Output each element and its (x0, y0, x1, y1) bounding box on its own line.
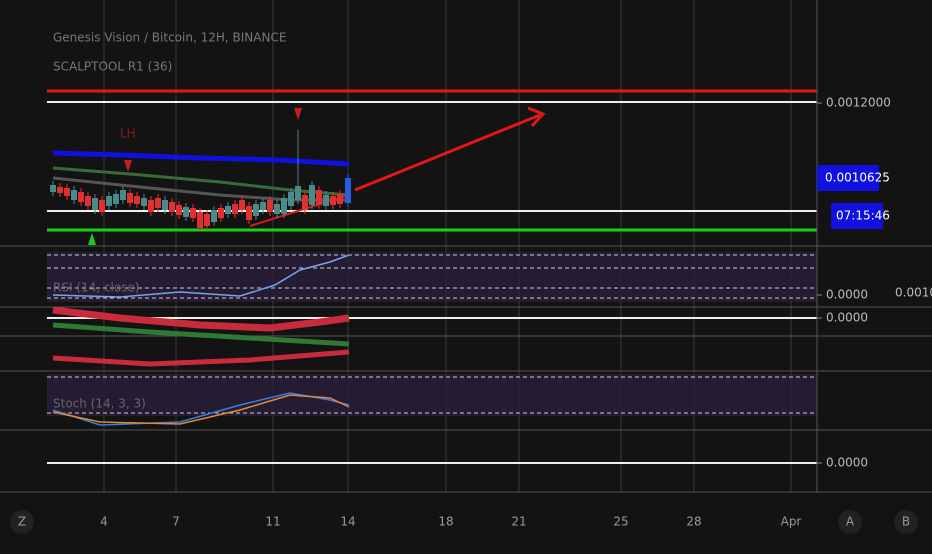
candle-body (57, 187, 63, 193)
last-price: 0.0010625 (825, 171, 890, 185)
toolbar-button[interactable] (894, 510, 918, 534)
time-label: 11 (265, 515, 280, 529)
candle-body (232, 204, 238, 214)
projection-arrow (354, 106, 546, 192)
time-label: 21 (511, 515, 526, 529)
time-label: 7 (172, 515, 180, 529)
candle-body (204, 214, 210, 226)
candle-body (211, 210, 217, 222)
toolbar-label[interactable]: B (902, 515, 910, 529)
candle-body (71, 190, 77, 200)
time-label: 25 (613, 515, 628, 529)
candle-body (155, 198, 161, 208)
time-axis: 4 7 11 14 18 21 25 28 Apr (100, 515, 801, 529)
candle-body (113, 194, 119, 204)
stoch-k (52, 392, 350, 426)
candle-body (64, 188, 70, 196)
time-label: 18 (438, 515, 453, 529)
chart-title: Genesis Vision / Bitcoin, 12H, BINANCE (53, 31, 286, 45)
price-label: 0.0000 (826, 311, 868, 325)
candle-body (337, 194, 343, 204)
candle-body (141, 198, 147, 206)
pane-label: RSI (14, close) (53, 281, 139, 295)
candle-body (323, 195, 329, 206)
candles (50, 108, 351, 245)
macd-hist (52, 306, 350, 332)
candle-body (127, 193, 133, 203)
swing-label: LH (120, 127, 136, 141)
candle-body (190, 208, 196, 218)
signal-marker (124, 160, 132, 172)
toolbar-label[interactable]: A (846, 515, 855, 529)
candle-body (78, 192, 84, 202)
candle-body (120, 190, 126, 200)
toolbar-label[interactable]: Z (18, 515, 26, 529)
secondary-price: 0.0010 (895, 286, 932, 300)
time-label: 28 (686, 515, 701, 529)
stoch-band (47, 374, 817, 416)
candle-body (345, 178, 351, 203)
time-label: Apr (781, 515, 802, 529)
candle-body (99, 200, 105, 212)
candle-body (85, 196, 91, 206)
toolbar-button[interactable] (838, 510, 862, 534)
candle-body (253, 204, 259, 216)
candle-body (225, 206, 231, 214)
countdown-tag (831, 203, 883, 229)
candle-body (281, 198, 287, 214)
price-label: 0.0000 (826, 288, 868, 302)
price-axis: 0.0012000 0.0000 0.0000 0.0000 (817, 96, 891, 470)
candle-body (148, 200, 154, 212)
macd-line (52, 349, 350, 367)
candle-body (302, 195, 308, 210)
candle-body (309, 185, 315, 205)
candle-body (183, 207, 189, 217)
candle-body (169, 202, 175, 212)
macd-signal (52, 322, 350, 347)
candle-body (239, 200, 245, 210)
candle-body (330, 196, 336, 205)
last-price-tag (817, 165, 879, 191)
candle-body (176, 205, 182, 215)
candle-body (197, 212, 203, 228)
rsi-line (52, 254, 350, 298)
candle-body (316, 190, 322, 205)
candle-body (246, 206, 252, 220)
countdown: 07:15:46 (836, 209, 890, 223)
candle-body (50, 185, 56, 192)
candle-body (162, 200, 168, 210)
signal-marker (88, 233, 96, 245)
rsi-band (47, 252, 817, 302)
signal-marker (294, 108, 302, 120)
indicator-label: SCALPTOOL R1 (36) (53, 60, 172, 74)
candle-body (260, 202, 266, 210)
toolbar-button[interactable] (10, 510, 34, 534)
ma-blue (52, 150, 350, 167)
candle-body (288, 192, 294, 206)
pane-label: Stoch (14, 3, 3) (53, 397, 146, 411)
candle-body (274, 204, 280, 214)
time-label: 14 (340, 515, 355, 529)
candle-body (92, 198, 98, 210)
candle-body (134, 196, 140, 204)
price-label: 0.0012000 (826, 96, 891, 110)
candle-body (267, 200, 273, 212)
candle-body (218, 208, 224, 218)
candle-body (106, 196, 112, 206)
price-label: 0.0000 (826, 456, 868, 470)
time-label: 4 (100, 515, 108, 529)
stoch-d (52, 394, 350, 425)
